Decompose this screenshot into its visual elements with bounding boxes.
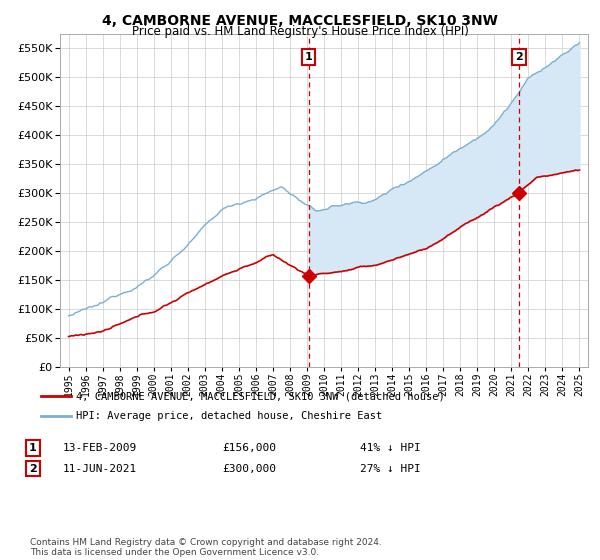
Text: Contains HM Land Registry data © Crown copyright and database right 2024.
This d: Contains HM Land Registry data © Crown c…	[30, 538, 382, 557]
Text: 27% ↓ HPI: 27% ↓ HPI	[360, 464, 421, 474]
Text: 2: 2	[29, 464, 37, 474]
Text: £156,000: £156,000	[222, 443, 276, 453]
Text: £300,000: £300,000	[222, 464, 276, 474]
Text: HPI: Average price, detached house, Cheshire East: HPI: Average price, detached house, Ches…	[76, 411, 382, 421]
Text: 41% ↓ HPI: 41% ↓ HPI	[360, 443, 421, 453]
Text: 4, CAMBORNE AVENUE, MACCLESFIELD, SK10 3NW: 4, CAMBORNE AVENUE, MACCLESFIELD, SK10 3…	[102, 14, 498, 28]
Text: 1: 1	[305, 52, 313, 62]
Text: 13-FEB-2009: 13-FEB-2009	[63, 443, 137, 453]
Text: 2: 2	[515, 52, 523, 62]
Text: 11-JUN-2021: 11-JUN-2021	[63, 464, 137, 474]
Text: 4, CAMBORNE AVENUE, MACCLESFIELD, SK10 3NW (detached house): 4, CAMBORNE AVENUE, MACCLESFIELD, SK10 3…	[76, 391, 445, 401]
Text: 1: 1	[29, 443, 37, 453]
Text: Price paid vs. HM Land Registry's House Price Index (HPI): Price paid vs. HM Land Registry's House …	[131, 25, 469, 38]
